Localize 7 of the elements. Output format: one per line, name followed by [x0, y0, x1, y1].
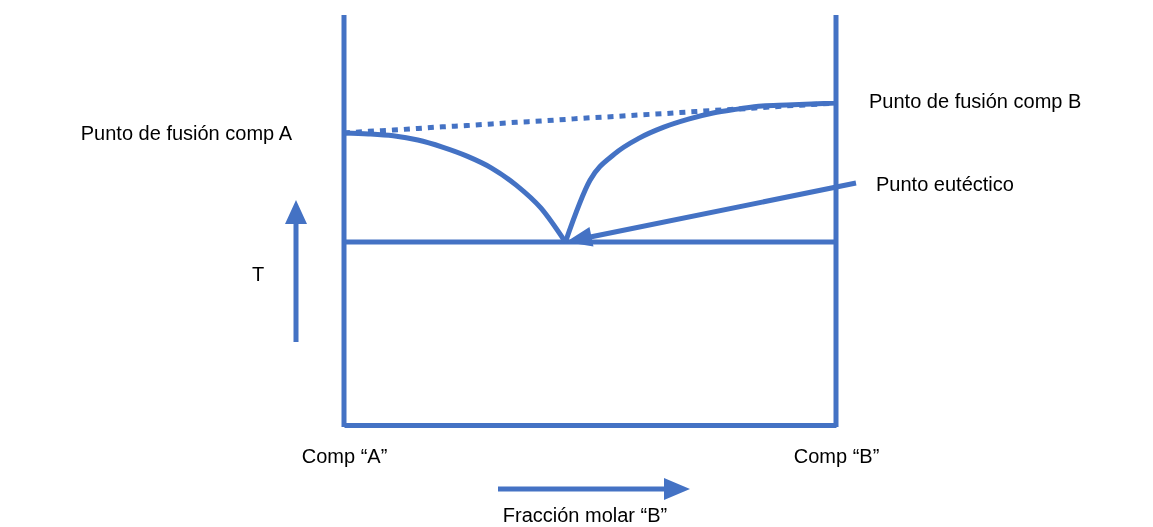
y-axis-title: T [251, 263, 265, 285]
text: Punto de fusión comp A [80, 122, 293, 144]
text: Punto de fusión comp B [869, 90, 1082, 112]
text: Punto eutéctico [876, 173, 1014, 195]
x-tick-label: Comp “B” [793, 445, 880, 468]
x-tick-label: Comp “A” [301, 445, 388, 468]
x-axis-title: Fracción molar “B” [502, 504, 668, 526]
